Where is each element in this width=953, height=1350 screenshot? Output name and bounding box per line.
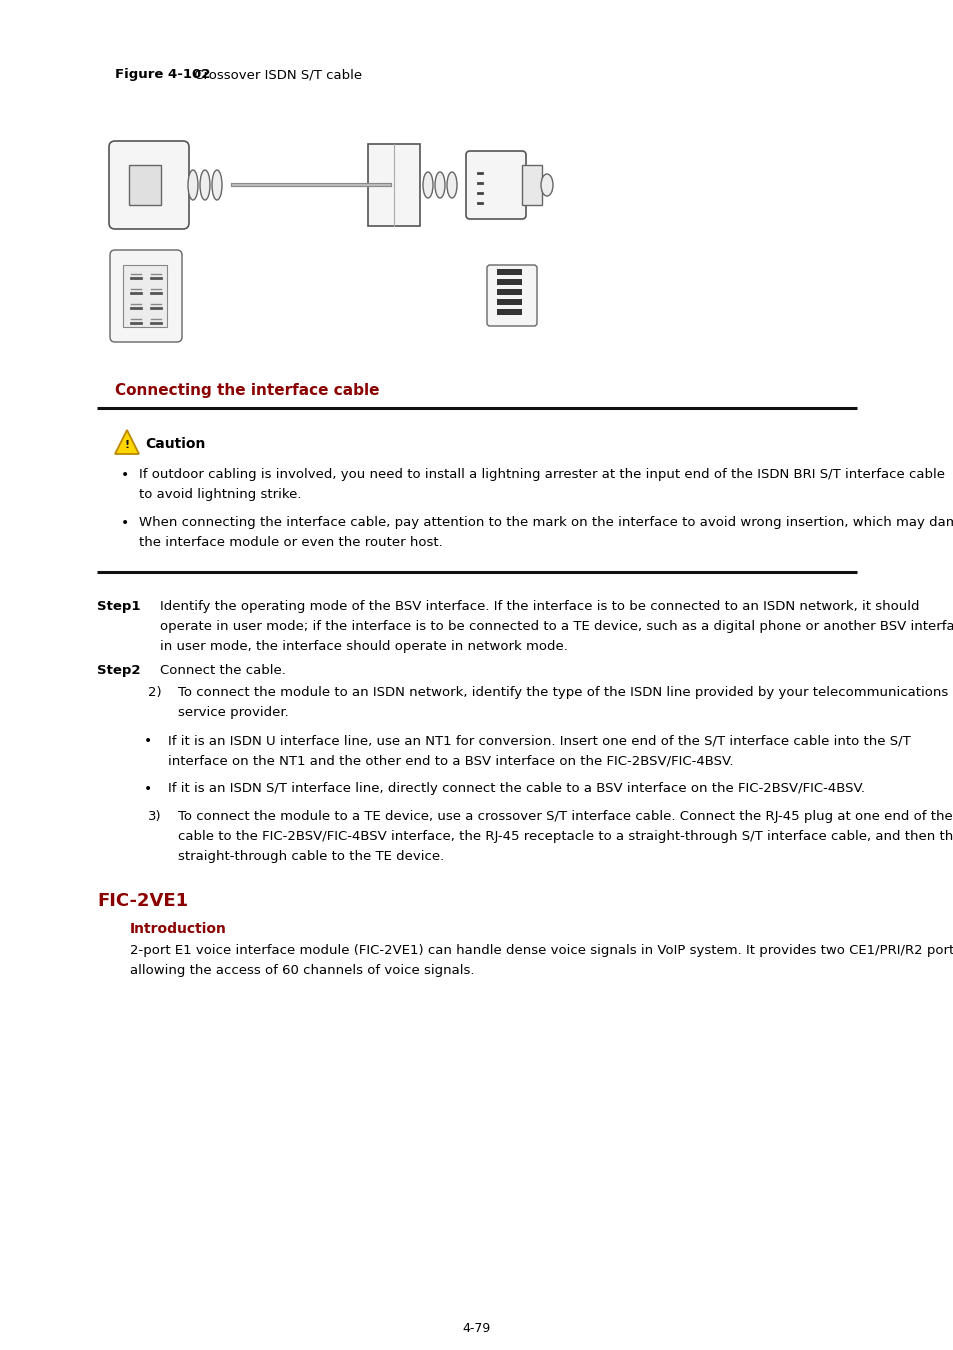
Text: service provider.: service provider. — [178, 706, 289, 720]
Ellipse shape — [422, 171, 433, 198]
Text: cable to the FIC-2BSV/FIC-4BSV interface, the RJ-45 receptacle to a straight-thr: cable to the FIC-2BSV/FIC-4BSV interface… — [178, 830, 953, 842]
FancyBboxPatch shape — [109, 140, 189, 230]
Text: •: • — [121, 516, 129, 531]
Text: Connecting the interface cable: Connecting the interface cable — [115, 383, 379, 398]
Text: •: • — [121, 468, 129, 482]
Text: •: • — [144, 782, 152, 796]
Text: To connect the module to a TE device, use a crossover S/T interface cable. Conne: To connect the module to a TE device, us… — [178, 810, 952, 824]
Text: •: • — [144, 734, 152, 748]
Text: If it is an ISDN S/T interface line, directly connect the cable to a BSV interfa: If it is an ISDN S/T interface line, dir… — [168, 782, 864, 795]
Text: Step2: Step2 — [97, 664, 140, 676]
Text: 3): 3) — [148, 810, 161, 824]
Text: Introduction: Introduction — [130, 922, 227, 936]
Bar — [123, 265, 167, 327]
Ellipse shape — [188, 170, 198, 200]
Bar — [497, 298, 521, 305]
Text: 2): 2) — [148, 686, 161, 699]
Bar — [497, 279, 521, 285]
Text: to avoid lightning strike.: to avoid lightning strike. — [139, 487, 301, 501]
Text: allowing the access of 60 channels of voice signals.: allowing the access of 60 channels of vo… — [130, 964, 474, 977]
Text: To connect the module to an ISDN network, identify the type of the ISDN line pro: To connect the module to an ISDN network… — [178, 686, 947, 699]
Text: Figure 4-102: Figure 4-102 — [115, 68, 211, 81]
Bar — [497, 289, 521, 296]
Text: straight-through cable to the TE device.: straight-through cable to the TE device. — [178, 850, 444, 863]
FancyBboxPatch shape — [465, 151, 525, 219]
Polygon shape — [115, 431, 139, 454]
Text: !: ! — [124, 440, 130, 450]
Text: Connect the cable.: Connect the cable. — [160, 664, 286, 676]
Text: 4-79: 4-79 — [462, 1322, 491, 1335]
Bar — [497, 309, 521, 315]
Text: Step1: Step1 — [97, 599, 140, 613]
Bar — [521, 165, 541, 205]
Text: If it is an ISDN U interface line, use an NT1 for conversion. Insert one end of : If it is an ISDN U interface line, use a… — [168, 734, 910, 747]
FancyBboxPatch shape — [110, 250, 182, 342]
Text: If outdoor cabling is involved, you need to install a lightning arrester at the : If outdoor cabling is involved, you need… — [139, 468, 944, 481]
Text: interface on the NT1 and the other end to a BSV interface on the FIC-2BSV/FIC-4B: interface on the NT1 and the other end t… — [168, 755, 733, 767]
Ellipse shape — [200, 170, 210, 200]
Text: FIC-2VE1: FIC-2VE1 — [97, 892, 188, 910]
Text: Crossover ISDN S/T cable: Crossover ISDN S/T cable — [190, 68, 362, 81]
Bar — [368, 144, 419, 225]
FancyBboxPatch shape — [486, 265, 537, 325]
Bar — [497, 269, 521, 275]
Text: When connecting the interface cable, pay attention to the mark on the interface : When connecting the interface cable, pay… — [139, 516, 953, 529]
Ellipse shape — [212, 170, 222, 200]
Text: in user mode, the interface should operate in network mode.: in user mode, the interface should opera… — [160, 640, 567, 653]
Text: Caution: Caution — [145, 437, 205, 451]
Ellipse shape — [540, 174, 553, 196]
Ellipse shape — [447, 171, 456, 198]
Ellipse shape — [435, 171, 444, 198]
Text: operate in user mode; if the interface is to be connected to a TE device, such a: operate in user mode; if the interface i… — [160, 620, 953, 633]
Text: the interface module or even the router host.: the interface module or even the router … — [139, 536, 442, 549]
Bar — [129, 165, 161, 205]
Text: 2-port E1 voice interface module (FIC-2VE1) can handle dense voice signals in Vo: 2-port E1 voice interface module (FIC-2V… — [130, 944, 953, 957]
Text: Identify the operating mode of the BSV interface. If the interface is to be conn: Identify the operating mode of the BSV i… — [160, 599, 919, 613]
